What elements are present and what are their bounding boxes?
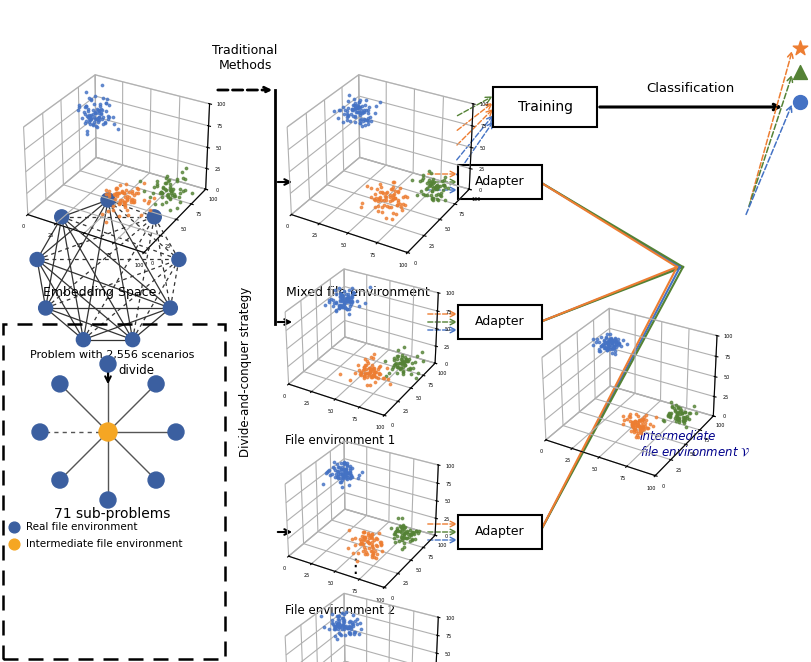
Circle shape bbox=[99, 423, 117, 441]
Point bbox=[7, 539, 20, 549]
Circle shape bbox=[54, 210, 69, 224]
Text: Problem with 2,556 scenarios: Problem with 2,556 scenarios bbox=[30, 350, 194, 360]
Text: File environment 2: File environment 2 bbox=[285, 604, 395, 617]
Text: Real file environment: Real file environment bbox=[26, 522, 138, 532]
Text: 71 sub-problems: 71 sub-problems bbox=[54, 507, 170, 521]
Point bbox=[793, 43, 806, 54]
Circle shape bbox=[163, 301, 178, 315]
Circle shape bbox=[100, 356, 116, 372]
Text: ⋮: ⋮ bbox=[345, 557, 365, 575]
Text: Intermediate
file environment $\mathcal{V}$: Intermediate file environment $\mathcal{… bbox=[640, 430, 750, 459]
Text: Classification: Classification bbox=[646, 82, 734, 95]
Circle shape bbox=[148, 210, 161, 224]
Circle shape bbox=[30, 252, 44, 267]
Circle shape bbox=[126, 333, 139, 347]
Circle shape bbox=[172, 252, 186, 267]
Text: Training: Training bbox=[517, 100, 573, 114]
Text: Adapter: Adapter bbox=[475, 175, 525, 189]
FancyBboxPatch shape bbox=[493, 87, 597, 127]
Circle shape bbox=[101, 193, 115, 207]
Circle shape bbox=[148, 376, 164, 392]
Circle shape bbox=[168, 424, 184, 440]
Circle shape bbox=[39, 301, 53, 315]
Text: Traditional
Methods: Traditional Methods bbox=[212, 44, 277, 72]
FancyBboxPatch shape bbox=[458, 515, 542, 549]
Text: Intermediate file environment: Intermediate file environment bbox=[26, 539, 182, 549]
Point bbox=[7, 522, 20, 532]
Circle shape bbox=[148, 472, 164, 488]
Text: Mixed file environment: Mixed file environment bbox=[286, 286, 430, 299]
FancyBboxPatch shape bbox=[458, 165, 542, 199]
Text: Embedding Space: Embedding Space bbox=[43, 286, 157, 299]
Text: Adapter: Adapter bbox=[475, 526, 525, 538]
Circle shape bbox=[32, 424, 48, 440]
FancyBboxPatch shape bbox=[458, 305, 542, 339]
Circle shape bbox=[76, 333, 90, 347]
Circle shape bbox=[52, 376, 68, 392]
Text: File environment 1: File environment 1 bbox=[285, 434, 395, 447]
Text: Adapter: Adapter bbox=[475, 316, 525, 328]
Point bbox=[793, 97, 806, 107]
Point bbox=[793, 67, 806, 77]
Text: Divide-and-conquer strategy: Divide-and-conquer strategy bbox=[239, 287, 252, 457]
Circle shape bbox=[100, 492, 116, 508]
Circle shape bbox=[52, 472, 68, 488]
Text: divide: divide bbox=[118, 365, 154, 377]
